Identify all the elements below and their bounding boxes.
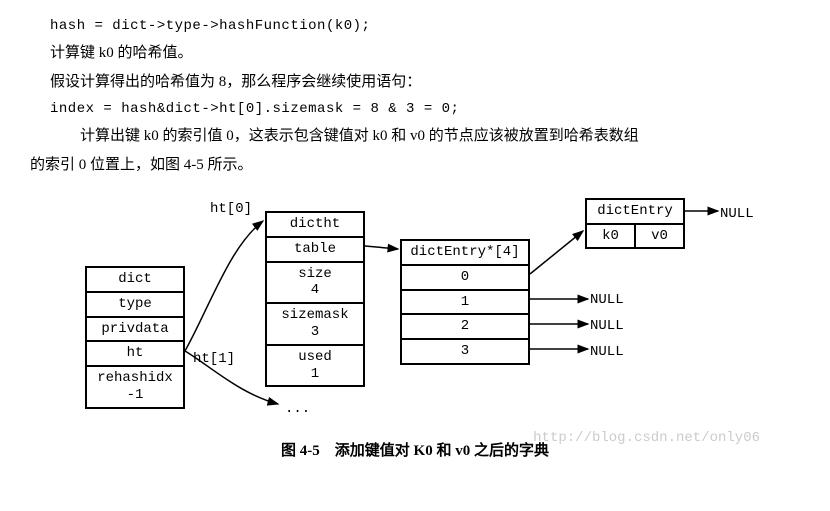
dict-cell: privdata: [87, 318, 183, 343]
entry-array: dictEntry*[4]0123: [400, 239, 530, 365]
entry-kv-row: k0v0: [587, 225, 683, 247]
null-label-1: NULL: [590, 292, 624, 308]
array-cell: 3: [402, 340, 528, 363]
dict-cell: dict: [87, 268, 183, 293]
array-cell: dictEntry*[4]: [402, 241, 528, 266]
array-cell: 1: [402, 291, 528, 316]
entry-title: dictEntry: [587, 200, 683, 225]
dictht-cell: dictht: [267, 213, 363, 238]
dictht-cell: sizemask3: [267, 304, 363, 346]
dots-label: ...: [285, 401, 310, 417]
para-3: 计算出键 k0 的索引值 0，这表示包含键值对 k0 和 v0 的节点应该被放置…: [50, 125, 800, 148]
null-label-2: NULL: [590, 318, 624, 334]
entry-val: v0: [636, 225, 683, 247]
watermark: http://blog.csdn.net/only06: [533, 430, 760, 446]
dictht-cell: used1: [267, 346, 363, 386]
code-line-1: hash = dict->type->hashFunction(k0);: [50, 18, 800, 34]
dict-cell: type: [87, 293, 183, 318]
para-2: 假设计算得出的哈希值为 8，那么程序会继续使用语句：: [50, 71, 800, 94]
code-line-2: index = hash&dict->ht[0].sizemask = 8 & …: [50, 101, 800, 117]
dict-cell: rehashidx-1: [87, 367, 183, 407]
dictht-struct: dicthttablesize4sizemask3used1: [265, 211, 365, 387]
null-label-top: NULL: [720, 206, 754, 222]
null-label-3: NULL: [590, 344, 624, 360]
entry-key: k0: [587, 225, 636, 247]
ht1-label: ht[1]: [193, 351, 235, 367]
dict-cell: ht: [87, 342, 183, 367]
array-cell: 0: [402, 266, 528, 291]
dict-entry-node: dictEntryk0v0: [585, 198, 685, 249]
array-cell: 2: [402, 315, 528, 340]
figure-4-5: dicttypeprivdatahtrehashidx-1 dicthttabl…: [30, 186, 800, 431]
dictht-cell: table: [267, 238, 363, 263]
dict-struct: dicttypeprivdatahtrehashidx-1: [85, 266, 185, 409]
para-3b: 的索引 0 位置上，如图 4-5 所示。: [30, 154, 800, 177]
dictht-cell: size4: [267, 263, 363, 305]
ht0-label: ht[0]: [210, 201, 252, 217]
para-1: 计算键 k0 的哈希值。: [50, 42, 800, 65]
